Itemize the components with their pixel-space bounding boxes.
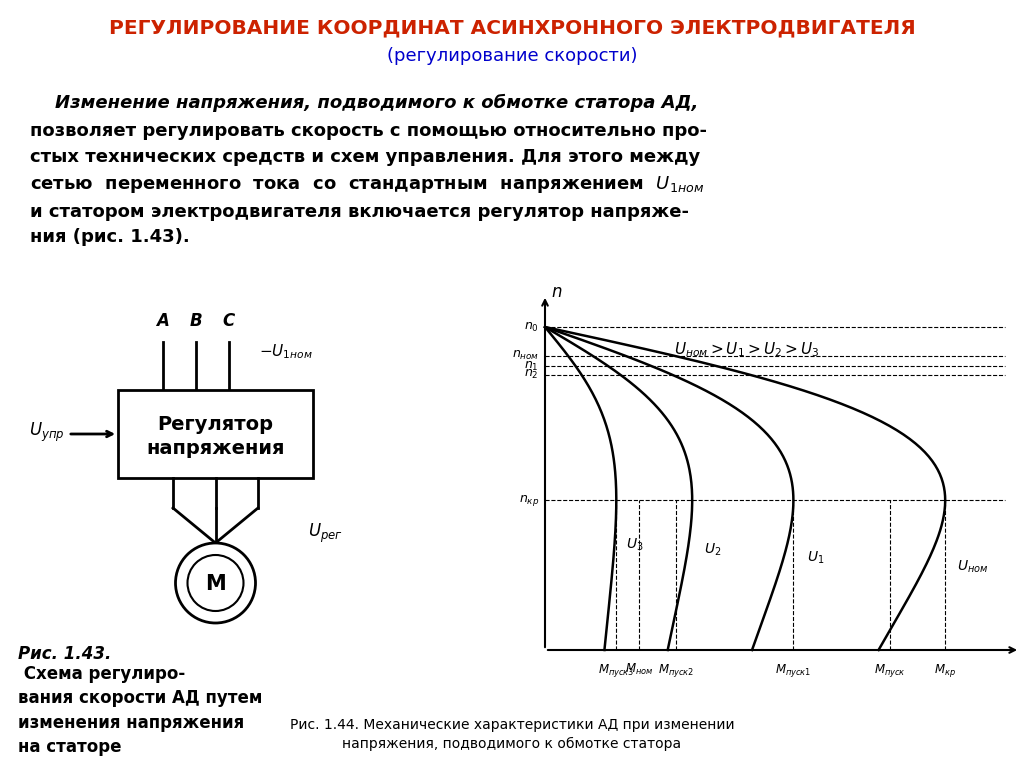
Text: C: C [223, 312, 236, 330]
Text: $M_{кр}$: $M_{кр}$ [934, 662, 956, 679]
Text: B: B [189, 312, 203, 330]
Text: $U_{ном}>U_1>U_2>U_3$: $U_{ном}>U_1>U_2>U_3$ [674, 340, 819, 359]
Text: M: M [205, 574, 226, 594]
Text: $-U_{1\mathregular{ном}}$: $-U_{1\mathregular{ном}}$ [259, 343, 313, 362]
Text: $n_1$: $n_1$ [524, 359, 539, 372]
Circle shape [175, 543, 256, 623]
Text: Регулятор: Регулятор [158, 415, 273, 433]
Text: $M_{ном}$: $M_{ном}$ [625, 662, 653, 677]
Text: напряжения: напряжения [146, 439, 285, 458]
Text: $M_{пуск1}$: $M_{пуск1}$ [775, 662, 812, 679]
Text: $n_0$: $n_0$ [524, 320, 539, 333]
Text: $U_{\mathregular{упр}}$: $U_{\mathregular{упр}}$ [30, 420, 65, 444]
Text: $M_{пуск}$: $M_{пуск}$ [874, 662, 906, 679]
Text: позволяет регулировать скорость с помощью относительно про-
стых технических сре: позволяет регулировать скорость с помощь… [30, 122, 707, 247]
Text: n: n [551, 283, 561, 301]
Text: (регулирование скорости): (регулирование скорости) [387, 47, 637, 65]
Text: $M_{пуск2}$: $M_{пуск2}$ [658, 662, 694, 679]
Bar [118, 390, 313, 478]
Text: A: A [157, 312, 169, 330]
Text: $U_1$: $U_1$ [807, 550, 824, 567]
Text: $n_{ном}$: $n_{ном}$ [512, 349, 539, 362]
Text: Рис. 1.43.: Рис. 1.43. [18, 645, 112, 663]
Text: Изменение напряжения, подводимого к обмотке статора АД,: Изменение напряжения, подводимого к обмо… [30, 94, 698, 112]
Text: Схема регулиро-
вания скорости АД путем
изменения напряжения
на статоре: Схема регулиро- вания скорости АД путем … [18, 665, 262, 756]
Text: $U_{ном}$: $U_{ном}$ [956, 558, 988, 575]
Text: $U_3$: $U_3$ [626, 536, 643, 553]
Circle shape [187, 555, 244, 611]
Text: $U_{\mathregular{рег}}$: $U_{\mathregular{рег}}$ [308, 521, 343, 545]
Text: $U_2$: $U_2$ [703, 541, 721, 558]
Text: Рис. 1.44. Механические характеристики АД при изменении
напряжения, подводимого : Рис. 1.44. Механические характеристики А… [290, 718, 734, 750]
Text: РЕГУЛИРОВАНИЕ КООРДИНАТ АСИНХРОННОГО ЭЛЕКТРОДВИГАТЕЛЯ: РЕГУЛИРОВАНИЕ КООРДИНАТ АСИНХРОННОГО ЭЛЕ… [109, 18, 915, 38]
Text: $n_{кр}$: $n_{кр}$ [518, 493, 539, 508]
Text: $n_2$: $n_2$ [524, 368, 539, 381]
Text: $M_{пуск3}$: $M_{пуск3}$ [598, 662, 635, 679]
